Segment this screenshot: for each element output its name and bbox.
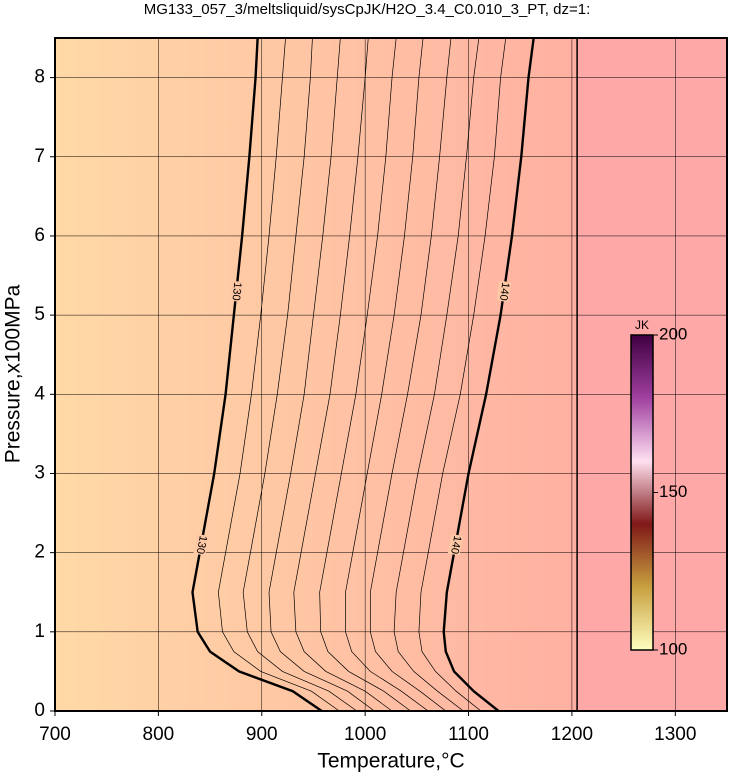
contour-line xyxy=(345,38,429,711)
y-tick-label: 2 xyxy=(34,542,45,563)
heatmap-left xyxy=(55,38,578,711)
colorbar-tick-label: 200 xyxy=(659,324,687,343)
x-tick-label: 1300 xyxy=(654,724,696,745)
x-tick-label: 700 xyxy=(39,724,71,745)
y-tick-label: 3 xyxy=(34,462,45,483)
contour-label: 140 xyxy=(448,535,463,555)
y-tick-label: 8 xyxy=(34,67,45,88)
y-tick-label: 0 xyxy=(34,700,45,721)
x-tick-label: 1200 xyxy=(551,724,593,745)
contour-label-bg xyxy=(447,533,464,556)
contour-label-bg xyxy=(229,280,244,302)
y-tick-label: 4 xyxy=(34,383,45,404)
colorbar-tick-label: 100 xyxy=(659,639,687,658)
contour-label: 130 xyxy=(194,535,209,555)
contour-line xyxy=(217,38,340,711)
contour-label-bg xyxy=(193,533,209,556)
contour-line xyxy=(393,38,480,711)
chart-title: MG133_057_3/meltsliquid/sysCpJK/H2O_3.4_… xyxy=(144,1,591,18)
y-tick-label: 6 xyxy=(34,225,45,246)
contour-label: 130 xyxy=(230,282,244,302)
x-axis-label: Temperature,°C xyxy=(317,750,464,773)
contour-line xyxy=(268,38,375,711)
colorbar-tick-label: 150 xyxy=(659,482,687,501)
colorbar-label: JK xyxy=(635,318,649,332)
contour-line xyxy=(369,38,452,711)
x-tick-label: 1000 xyxy=(344,724,386,745)
y-tick-label: 5 xyxy=(34,304,45,325)
x-tick-label: 900 xyxy=(246,724,278,745)
contour-label: 140 xyxy=(497,281,511,301)
x-tick-label: 1100 xyxy=(448,724,489,745)
y-tick-label: 7 xyxy=(34,146,45,167)
plot-area: 130 130 140 140 xyxy=(55,38,727,711)
x-tick-label: 800 xyxy=(143,724,175,745)
contour-line xyxy=(418,38,507,711)
contour-label-bg xyxy=(496,280,512,303)
contour-line xyxy=(293,38,393,711)
contour-line xyxy=(242,38,358,711)
contour-bold xyxy=(191,38,323,711)
colorbar xyxy=(630,334,654,651)
y-tick-label: 1 xyxy=(34,621,45,642)
plot-frame xyxy=(54,37,728,712)
contour-line xyxy=(319,38,411,711)
y-axis-label: Pressure,x100MPa xyxy=(2,284,25,463)
contour-bold xyxy=(442,38,535,711)
